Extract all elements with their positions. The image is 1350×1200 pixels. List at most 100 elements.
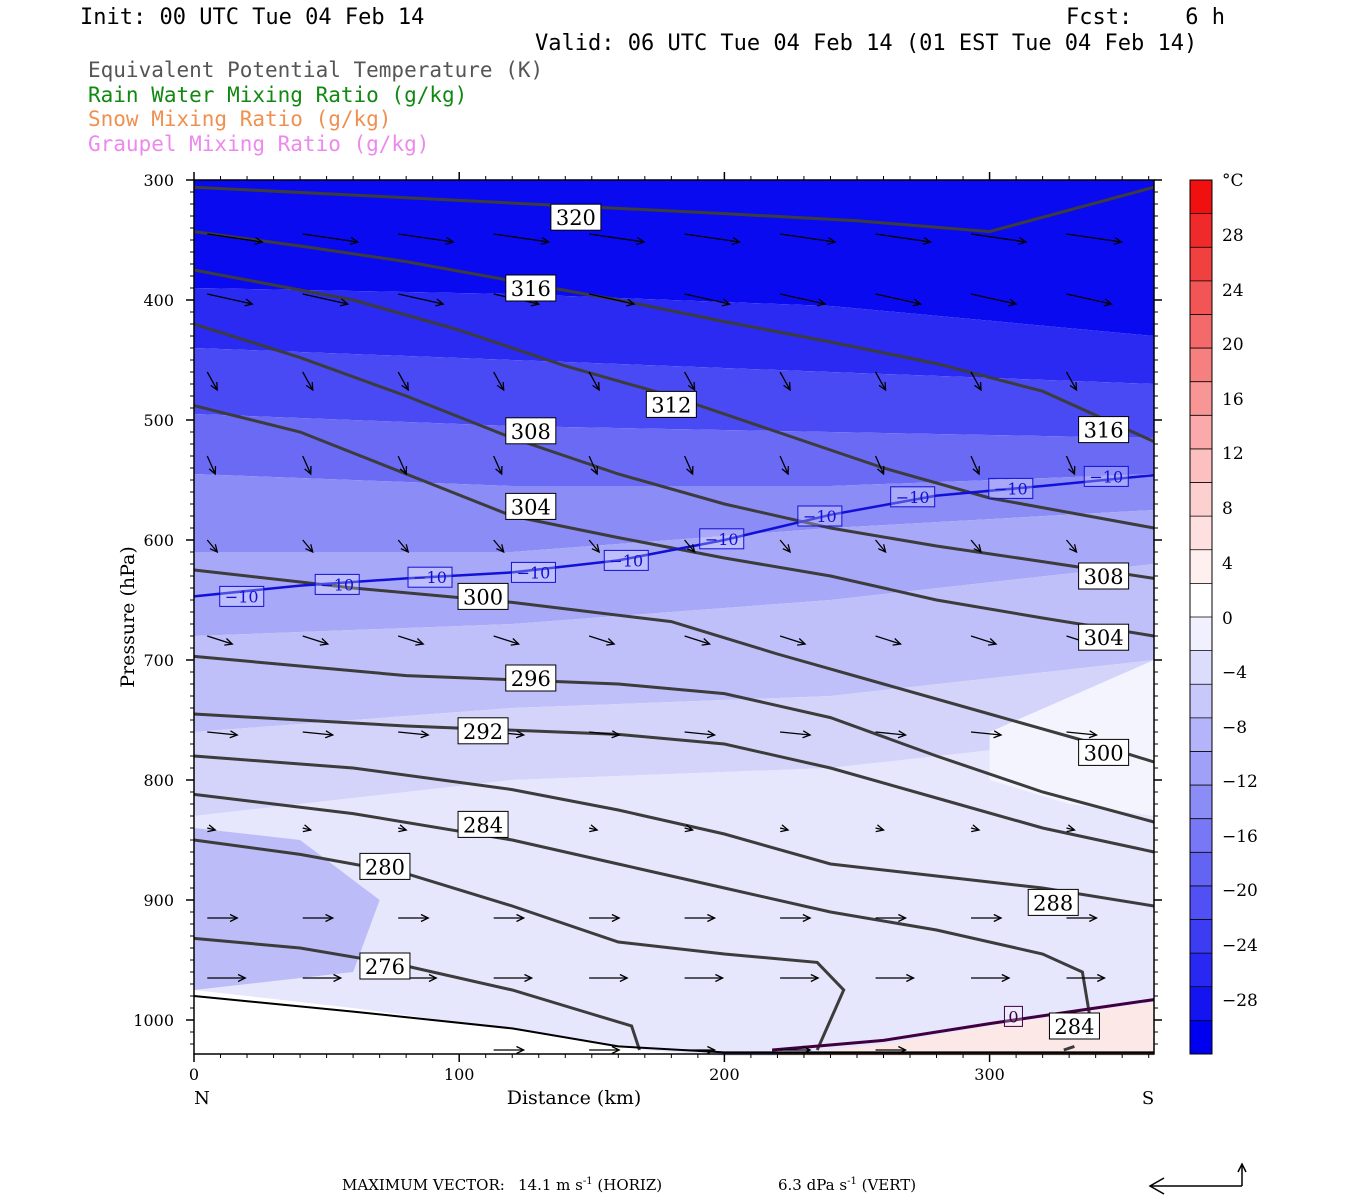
wind-vector-shaft <box>588 293 635 305</box>
isotherm-label-box <box>1083 465 1129 487</box>
wind-vector <box>1066 233 1123 246</box>
contour-label: 316 <box>1084 419 1124 443</box>
wind-vector-head <box>906 973 916 983</box>
temperature-band <box>194 414 1154 486</box>
wind-vector <box>398 293 445 307</box>
contour-label: 296 <box>511 667 551 691</box>
wind-vector <box>302 913 335 923</box>
wind-vector-head <box>244 298 254 307</box>
wind-vector <box>875 973 916 983</box>
wind-vector-shaft <box>493 539 505 553</box>
wind-vector-head <box>636 236 646 246</box>
wind-vector-shaft <box>970 455 980 475</box>
field-label-theta-e: Equivalent Potential Temperature (K) <box>88 58 544 82</box>
wind-vector-shaft <box>684 731 715 736</box>
x-axis-title: Distance (km) <box>507 1087 642 1109</box>
wind-vector-shaft <box>588 635 615 645</box>
wind-vector <box>875 539 887 554</box>
wind-vector-head <box>435 298 445 307</box>
wind-vector-head <box>400 544 410 554</box>
colorbar-label: −4 <box>1222 663 1247 683</box>
wind-vector-head <box>686 465 694 476</box>
theta-e-contour-296 <box>193 654 1155 824</box>
contour-label-box <box>505 664 557 692</box>
wind-vector-shaft <box>779 539 791 553</box>
isotherm-label-box <box>407 566 453 588</box>
wind-vector-head <box>1103 298 1113 307</box>
wind-vector-head <box>782 544 792 554</box>
wind-vector <box>970 455 980 476</box>
theta-e-contour-304 <box>193 404 1155 638</box>
wind-vector-head <box>988 638 998 646</box>
wind-vector-head <box>540 236 551 246</box>
wind-vector-shaft <box>875 293 921 305</box>
isotherm-label: −10 <box>320 575 354 594</box>
wind-vector-head <box>420 730 430 739</box>
wind-vector <box>302 730 335 739</box>
wind-vector <box>398 233 455 246</box>
colorbar-swatch <box>1190 247 1212 282</box>
wind-vector-shaft <box>397 371 409 391</box>
wind-vector-head <box>973 544 982 554</box>
cold-pocket <box>194 828 380 990</box>
wind-vector-shaft <box>398 635 424 645</box>
wind-vector <box>207 973 247 983</box>
colorbar-swatch <box>1190 684 1212 719</box>
wind-vector-shaft <box>779 635 806 645</box>
wind-vector <box>588 293 636 307</box>
wind-vector <box>589 973 629 983</box>
isotherm-label: −10 <box>413 568 447 587</box>
wind-vector <box>684 635 712 646</box>
wind-vector <box>970 730 1003 739</box>
y-tick-label: 500 <box>143 411 174 430</box>
wind-vector-shaft <box>1065 539 1077 553</box>
wind-vector-shaft <box>588 371 600 391</box>
wind-vector <box>397 371 409 392</box>
wind-vector-head <box>993 913 1003 923</box>
contour-label: 308 <box>511 420 551 444</box>
wind-vector <box>493 1045 526 1055</box>
wind-vector <box>588 635 616 646</box>
field-label-graupel: Graupel Mixing Ratio (g/kg) <box>88 132 430 156</box>
wind-vector <box>493 913 526 923</box>
wind-vector <box>684 730 717 739</box>
wind-vector-shaft <box>875 233 931 243</box>
wind-vector-shaft <box>1065 371 1078 391</box>
wind-vector <box>302 973 343 983</box>
wind-vector <box>302 371 314 392</box>
colorbar-label: −12 <box>1222 772 1258 792</box>
wind-vector-head <box>1067 465 1076 476</box>
wind-vector-head <box>707 913 717 923</box>
wind-vector <box>970 293 1018 307</box>
wind-vector <box>779 233 837 246</box>
wind-vector-head <box>349 236 360 246</box>
contour-label-box <box>1078 562 1130 590</box>
wind-vector <box>1065 371 1078 392</box>
wind-vector <box>875 730 908 739</box>
wind-vector-shaft <box>970 293 1017 305</box>
wind-vector <box>493 371 505 392</box>
wind-vector-shaft <box>493 371 505 391</box>
colorbar-swatch <box>1190 717 1212 752</box>
wind-vector-shaft <box>302 233 358 243</box>
wind-vector-head <box>875 824 885 833</box>
wind-vector-shaft <box>589 233 645 243</box>
wind-vector-head <box>1018 236 1028 246</box>
isotherm-label-box <box>1003 1005 1023 1027</box>
wind-vector <box>207 824 217 833</box>
wind-vector-shaft <box>207 635 233 645</box>
wind-vector <box>398 824 408 833</box>
wind-vector-shaft <box>493 233 549 243</box>
wind-vector-head <box>420 913 430 923</box>
wind-vector-head <box>304 465 312 476</box>
x-tick-label: 100 <box>444 1065 475 1084</box>
wind-vector <box>589 233 646 246</box>
isotherm-label: −10 <box>705 530 739 549</box>
wind-vector <box>207 293 254 307</box>
wind-vector <box>493 973 534 983</box>
wind-vector-head <box>606 638 616 646</box>
wind-vector-head <box>797 638 807 646</box>
contour-label: 284 <box>463 813 503 837</box>
wind-vector-shaft <box>779 455 789 475</box>
colorbar-label: −16 <box>1222 827 1258 847</box>
